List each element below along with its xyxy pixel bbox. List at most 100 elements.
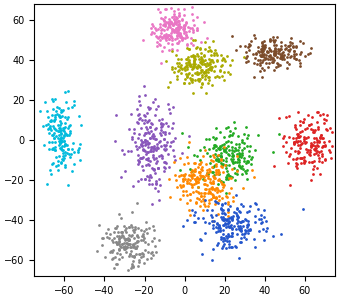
Point [234, 171, 240, 176]
Point [186, 58, 191, 62]
Point [203, 70, 208, 75]
Point [186, 29, 191, 34]
Point [131, 242, 136, 247]
Point [131, 229, 137, 234]
Point [187, 166, 192, 171]
Point [104, 235, 109, 239]
Point [186, 140, 191, 145]
Point [59, 139, 64, 144]
Point [173, 27, 178, 32]
Point [294, 155, 299, 160]
Point [149, 166, 155, 170]
Point [298, 134, 303, 139]
Point [232, 126, 238, 131]
Point [154, 40, 160, 45]
Point [144, 257, 149, 262]
Point [148, 32, 154, 36]
Point [223, 218, 229, 223]
Point [209, 258, 215, 262]
Point [184, 179, 190, 184]
Point [121, 235, 127, 240]
Point [202, 148, 207, 153]
Point [274, 55, 279, 59]
Point [150, 100, 156, 105]
Point [308, 153, 313, 158]
Point [200, 154, 205, 159]
Point [258, 62, 263, 67]
Point [142, 118, 148, 123]
Point [126, 238, 132, 243]
Point [277, 47, 283, 52]
Point [126, 225, 132, 230]
Point [221, 78, 226, 82]
Point [142, 130, 148, 135]
Point [245, 45, 250, 50]
Point [233, 193, 239, 198]
Point [214, 242, 219, 247]
Point [298, 39, 303, 44]
Point [205, 61, 210, 66]
Point [172, 172, 178, 177]
Point [249, 168, 255, 172]
Point [312, 144, 318, 148]
Point [260, 47, 265, 52]
Point [200, 58, 206, 63]
Point [163, 35, 168, 40]
Point [196, 56, 202, 61]
Point [49, 133, 54, 137]
Point [213, 196, 219, 201]
Point [111, 248, 116, 253]
Point [179, 172, 184, 177]
Point [178, 24, 183, 29]
Point [148, 26, 154, 31]
Point [240, 224, 245, 229]
Point [206, 167, 212, 172]
Point [245, 225, 250, 230]
Point [226, 234, 231, 239]
Point [68, 152, 74, 157]
Point [211, 69, 216, 74]
Point [226, 134, 232, 139]
Point [291, 52, 297, 56]
Point [198, 40, 204, 45]
Point [210, 180, 215, 185]
Point [306, 122, 312, 127]
Point [193, 199, 198, 204]
Point [156, 177, 162, 182]
Point [139, 164, 144, 168]
Point [186, 59, 192, 64]
Point [56, 129, 61, 134]
Point [177, 67, 182, 72]
Point [195, 179, 200, 184]
Point [140, 233, 146, 238]
Point [311, 158, 317, 163]
Point [203, 136, 208, 141]
Point [194, 175, 199, 180]
Point [42, 142, 47, 147]
Point [222, 221, 228, 226]
Point [182, 6, 187, 11]
Point [213, 188, 218, 192]
Point [146, 225, 152, 230]
Point [203, 220, 208, 225]
Point [213, 170, 218, 175]
Point [205, 67, 211, 72]
Point [197, 77, 203, 82]
Point [223, 194, 229, 199]
Point [311, 147, 317, 152]
Point [65, 182, 71, 187]
Point [226, 216, 232, 220]
Point [209, 186, 214, 191]
Point [205, 81, 211, 86]
Point [224, 238, 230, 243]
Point [298, 156, 303, 161]
Point [188, 170, 194, 175]
Point [113, 254, 118, 259]
Point [136, 161, 141, 166]
Point [53, 128, 59, 132]
Point [272, 50, 277, 55]
Point [148, 146, 154, 151]
Point [190, 12, 195, 17]
Point [276, 48, 281, 53]
Point [177, 32, 182, 37]
